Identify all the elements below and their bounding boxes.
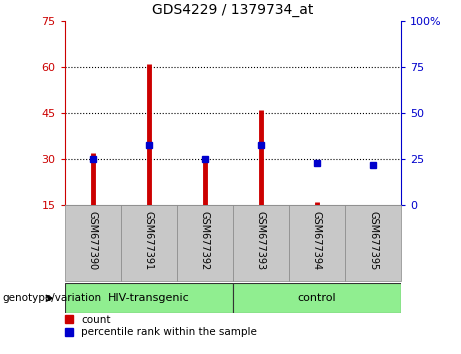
- Bar: [233, 283, 401, 313]
- Bar: [345, 205, 401, 281]
- Text: HIV-transgenic: HIV-transgenic: [108, 293, 189, 303]
- Bar: [65, 283, 233, 313]
- Bar: [177, 205, 233, 281]
- Text: genotype/variation: genotype/variation: [2, 293, 101, 303]
- Text: GSM677394: GSM677394: [312, 211, 322, 270]
- Text: GSM677392: GSM677392: [200, 211, 210, 271]
- Bar: [233, 205, 289, 281]
- Bar: [65, 205, 121, 281]
- Bar: [121, 205, 177, 281]
- Title: GDS4229 / 1379734_at: GDS4229 / 1379734_at: [152, 4, 313, 17]
- Text: GSM677395: GSM677395: [368, 211, 378, 271]
- Bar: [289, 205, 345, 281]
- Text: control: control: [298, 293, 336, 303]
- Text: GSM677391: GSM677391: [144, 211, 154, 270]
- Text: GSM677393: GSM677393: [256, 211, 266, 270]
- Text: GSM677390: GSM677390: [88, 211, 98, 270]
- Legend: count, percentile rank within the sample: count, percentile rank within the sample: [65, 315, 257, 337]
